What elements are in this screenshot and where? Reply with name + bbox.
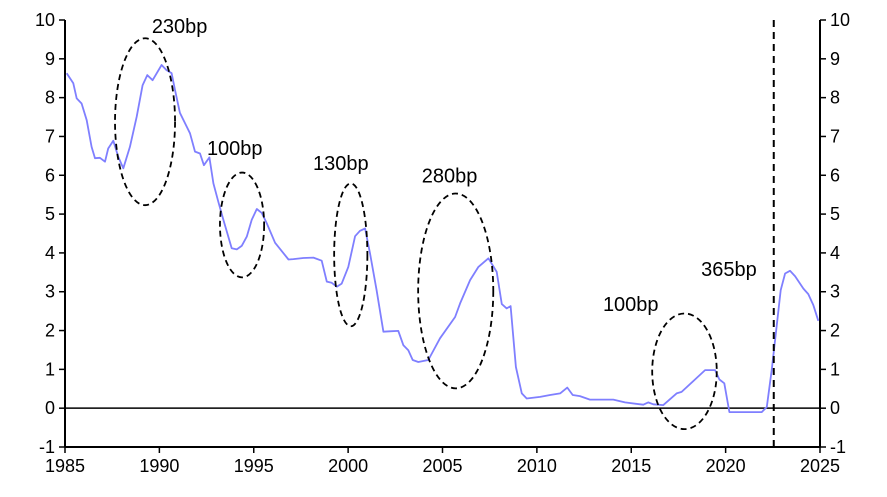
annotation-label: 100bp [603,294,659,316]
x-tick-label: 1995 [234,456,274,476]
marks: 230bp 100bp 130bp 280bp 100bp 365bp [65,16,820,447]
y-tick-label-left: 8 [45,88,55,108]
annotation-ellipse [114,37,176,207]
y-tick-label-right: 2 [830,321,840,341]
x-tick-label: 2005 [422,456,462,476]
x-tick-label: 2015 [611,456,651,476]
y-tick-label-right: 3 [830,282,840,302]
y-tick-label-left: 1 [45,359,55,379]
y-tick-label-left: 9 [45,49,55,69]
annotation-ellipse [219,171,266,279]
x-tick-label: 2010 [517,456,557,476]
y-tick-label-left: 5 [45,204,55,224]
y-tick-label-left: 2 [45,321,55,341]
y-tick-label-left: 7 [45,126,55,146]
y-tick-label-left: 0 [45,398,55,418]
x-tick-label: 2000 [328,456,368,476]
y-tick-label-left: 10 [35,10,55,30]
y-tick-label-left: -1 [39,437,55,457]
y-tick-label-right: 7 [830,126,840,146]
x-tick-label: 2020 [706,456,746,476]
annotation-ellipse [333,182,369,328]
x-tick-label: 2025 [800,456,840,476]
axes: -1 -1 0 0 1 1 2 2 3 3 4 4 5 5 6 6 7 7 8 8 9 9 10 10 1985 1990 1995… [35,10,850,476]
x-tick-label: 1985 [45,456,85,476]
y-tick-label-left: 6 [45,165,55,185]
y-tick-label-right: -1 [830,437,846,457]
annotation-label: 100bp [207,138,263,160]
y-tick-label-right: 0 [830,398,840,418]
y-tick-label-left: 4 [45,243,55,263]
y-tick-label-right: 8 [830,88,840,108]
annotation-label: 130bp [313,153,369,175]
y-tick-label-right: 5 [830,204,840,224]
y-tick-label-right: 1 [830,359,840,379]
annotation-ellipse [651,312,718,431]
annotation-ellipse [417,192,495,390]
y-tick-label-left: 3 [45,282,55,302]
y-tick-label-right: 10 [830,10,850,30]
annotation-label: 280bp [422,165,478,187]
series-line [65,64,820,414]
y-tick-label-right: 6 [830,165,840,185]
y-tick-label-right: 4 [830,243,840,263]
annotation-label: 230bp [152,16,208,38]
y-tick-label-right: 9 [830,49,840,69]
x-tick-label: 1990 [139,456,179,476]
annotation-label: 365bp [701,259,757,281]
